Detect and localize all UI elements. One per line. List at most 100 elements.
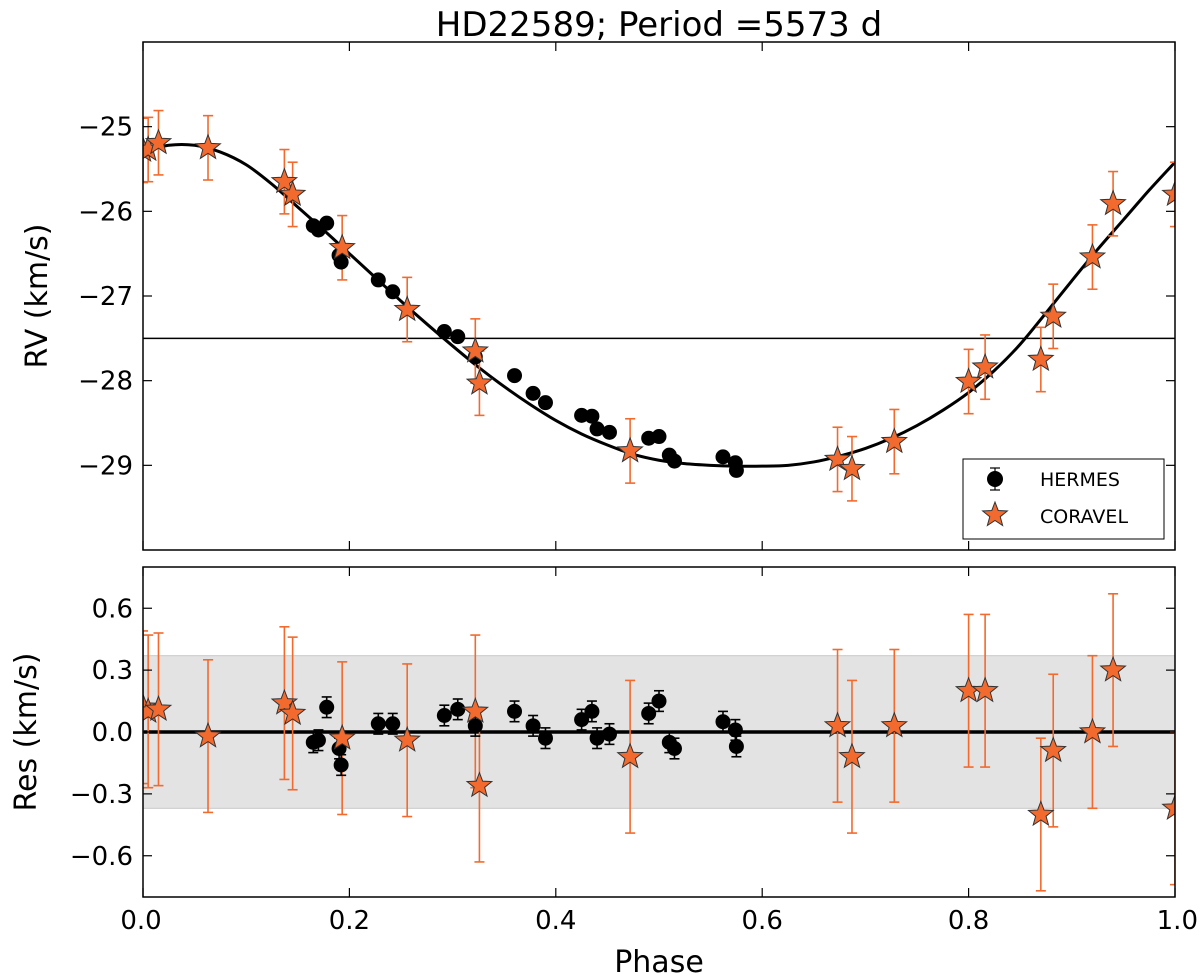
rv-y-tick-label: −25 — [78, 113, 133, 143]
coravel-residual-point — [270, 688, 299, 715]
legend-hermes-marker — [987, 467, 1003, 491]
hermes-point — [507, 368, 523, 384]
hermes-residual-point — [436, 708, 452, 723]
coravel-residual-point — [1039, 736, 1067, 763]
hermes-point — [525, 385, 541, 401]
coravel-residual-point — [465, 771, 494, 798]
hermes-residual-point — [507, 703, 523, 719]
rv-x-ticks — [142, 42, 1176, 550]
hermes-point — [728, 462, 744, 478]
chart-title: HD22589; Period =5573 d — [436, 5, 882, 45]
hermes-residual-point — [727, 722, 743, 738]
phase-x-tick-label: 0.0 — [120, 906, 161, 936]
coravel-residual-point — [194, 721, 222, 748]
coravel-point — [461, 336, 490, 363]
coravel-point — [1099, 189, 1127, 216]
coravel-residual-point — [838, 742, 866, 769]
hermes-residual-point — [589, 730, 605, 746]
coravel-residual-point — [144, 694, 173, 721]
hermes-point — [450, 329, 466, 345]
hermes-residual-point — [370, 716, 386, 732]
rv-y-tick-label: −26 — [78, 197, 133, 227]
hermes-residual-point — [574, 712, 590, 728]
hermes-point — [601, 424, 617, 440]
hermes-point — [715, 449, 731, 465]
hermes-residual-point — [333, 757, 349, 773]
hermes-residual-point — [319, 699, 335, 715]
coravel-errorbar — [1170, 161, 1175, 228]
hermes-point — [651, 429, 667, 445]
hermes-residual-point — [728, 738, 744, 754]
residual-y-tick-label: −0.3 — [70, 780, 133, 810]
coravel-residual-point — [823, 711, 852, 738]
hermes-residual-point — [385, 716, 401, 732]
coravel-point — [838, 454, 866, 481]
hermes-residual-series — [305, 689, 744, 777]
phase-x-tick-label: 0.4 — [535, 906, 576, 936]
hermes-series — [305, 215, 744, 478]
coravel-residual-point — [1027, 800, 1055, 827]
legend-coravel-marker — [981, 500, 1009, 527]
hermes-residual-point — [584, 703, 600, 719]
coravel-residual-point — [616, 742, 644, 769]
phase-x-tick-label: 0.8 — [948, 906, 989, 936]
hermes-residual-point — [641, 705, 657, 721]
coravel-errorbar — [143, 117, 148, 184]
hermes-point — [333, 254, 349, 270]
hermes-point — [666, 453, 682, 469]
phase-x-tick-label: 0.2 — [329, 906, 370, 936]
hermes-point — [370, 272, 386, 288]
coravel-residual-point — [328, 723, 356, 750]
coravel-point — [270, 167, 299, 194]
residual-y-tick-label: 0.6 — [92, 594, 133, 624]
hermes-residual-point — [537, 730, 553, 746]
coravel-point — [144, 128, 173, 155]
coravel-point — [616, 436, 644, 463]
rv-y-tick-label: −27 — [78, 282, 133, 312]
coravel-residual-point — [278, 699, 307, 726]
residual-panel: 0.6 0.3 0.0 −0.3 −0.6 0.0 0.2 0.4 0.6 0.8 1.0 Res… — [9, 566, 1198, 979]
hermes-point — [589, 421, 605, 437]
coravel-residual-point — [880, 711, 909, 738]
coravel-point — [1027, 345, 1055, 372]
hermes-residual-point — [651, 693, 667, 709]
phase-x-tick-label: 1.0 — [1157, 906, 1198, 936]
legend-hermes-label: HERMES — [1040, 469, 1120, 491]
rv-y-axis-label: RV (km/s) — [20, 223, 55, 368]
coravel-residual-point — [393, 725, 421, 752]
hermes-point — [537, 395, 553, 411]
hermes-residual-point — [715, 714, 731, 730]
hermes-point — [385, 284, 401, 300]
hermes-residual-point — [666, 741, 682, 756]
legend-coravel-label: CORAVEL — [1040, 506, 1128, 528]
hermes-residual-point — [467, 718, 483, 734]
coravel-residual-point — [461, 696, 490, 724]
phase-x-tick-label: 0.6 — [742, 906, 783, 936]
coravel-residual-errorbar — [143, 630, 148, 785]
hermes-residual-point — [525, 718, 541, 734]
coravel-point — [823, 444, 852, 472]
rv-panel: −25 −26 −27 −28 −29 RV (km/s) HERMES CORAVEL — [20, 41, 1176, 551]
coravel-residual-point — [1161, 793, 1175, 820]
coravel-point — [328, 233, 356, 260]
rv-y-tick-label: −28 — [78, 367, 133, 397]
coravel-point — [278, 179, 307, 207]
coravel-point — [971, 352, 999, 379]
coravel-residual-point — [971, 676, 999, 703]
hermes-point — [584, 408, 600, 424]
residual-y-ticks: 0.6 0.3 0.0 −0.3 −0.6 — [70, 594, 1175, 872]
hermes-residual-point — [310, 732, 326, 748]
coravel-residual-point — [1078, 717, 1107, 744]
hermes-residual-point — [450, 701, 466, 717]
rv-y-tick-label: −29 — [78, 451, 133, 481]
hermes-point — [319, 215, 335, 231]
coravel-point — [1161, 179, 1175, 207]
residual-y-tick-label: 0.3 — [92, 656, 133, 686]
hermes-residual-point — [601, 726, 617, 742]
coravel-point — [880, 427, 909, 454]
coravel-point — [393, 295, 421, 322]
coravel-point — [194, 133, 222, 160]
residual-y-tick-label: −0.6 — [70, 842, 133, 872]
coravel-residual-point — [1099, 655, 1127, 682]
residual-y-axis-label: Res (km/s) — [9, 653, 44, 812]
